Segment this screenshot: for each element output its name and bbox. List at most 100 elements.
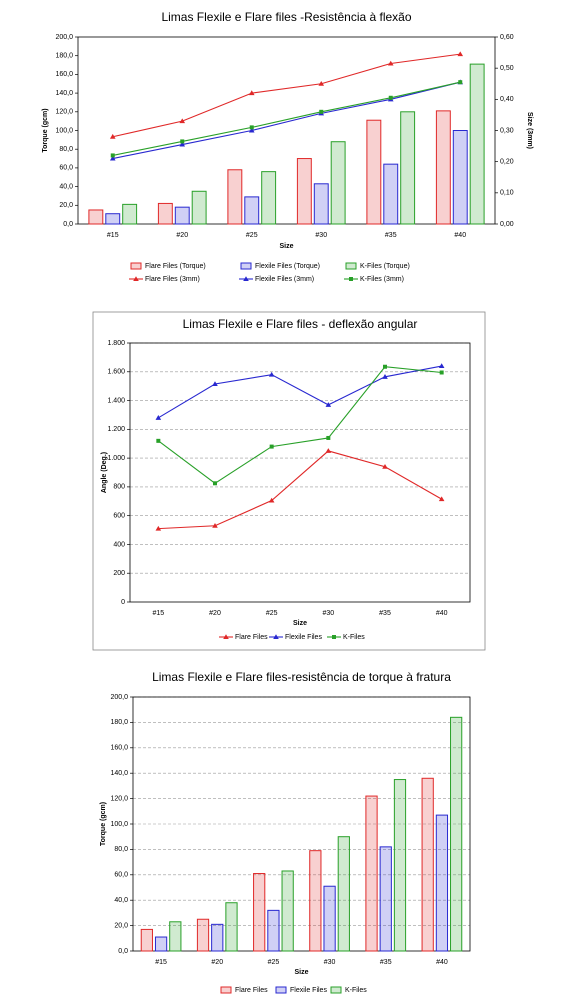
x-tick-label: #30 [324, 959, 336, 966]
point [438, 363, 445, 369]
legend-label: Flare Files (Torque) [145, 263, 206, 270]
x-tick-label: #40 [454, 232, 466, 239]
point [249, 125, 254, 130]
y-tick-label: 1.800 [107, 340, 125, 347]
y2-tick-label: 0,00 [500, 221, 514, 228]
x-tick-label: #15 [152, 610, 164, 617]
point [457, 51, 464, 57]
legend-label: K-Files [343, 634, 365, 641]
bar [253, 873, 266, 952]
point [268, 497, 275, 503]
legend-label: Flexile Files [290, 987, 327, 994]
bar [191, 190, 207, 225]
bar [452, 130, 468, 225]
chart-title: Limas Flexile e Flare files-resistência … [152, 670, 451, 684]
y-tick-label: 180,0 [110, 719, 128, 726]
y-tick-label: 800 [113, 484, 125, 491]
legend-swatch [275, 986, 287, 994]
y2-tick-label: 0,20 [500, 159, 514, 166]
bar [366, 119, 382, 225]
bar [379, 846, 392, 952]
bar [157, 202, 173, 225]
y-tick-label: 140,0 [110, 770, 128, 777]
x-tick-label: #30 [315, 232, 327, 239]
x-axis-title: Size [294, 969, 308, 976]
point [109, 133, 116, 139]
bar [122, 203, 138, 225]
y-tick-label: 160,0 [55, 71, 73, 78]
point [268, 371, 275, 377]
point [179, 118, 186, 124]
point [387, 60, 394, 66]
point [212, 522, 218, 528]
point [269, 444, 274, 449]
bar [88, 209, 104, 225]
y-tick-label: 120,0 [110, 795, 128, 802]
x-tick-label: #35 [380, 959, 392, 966]
chart-title: Limas Flexile e Flare files - deflexão a… [183, 317, 418, 331]
plot-area [132, 696, 471, 952]
y-tick-label: 80,0 [114, 846, 128, 853]
bar [330, 141, 346, 225]
bar [450, 716, 463, 952]
y-tick-label: 160,0 [110, 745, 128, 752]
y-axis-title: Torque (gcm) [42, 108, 49, 152]
point [179, 141, 186, 147]
bar [337, 836, 350, 952]
y2-tick-label: 0,30 [500, 127, 514, 134]
y-tick-label: 200 [113, 570, 125, 577]
point [382, 463, 388, 469]
point [326, 435, 331, 440]
point [248, 127, 255, 133]
bar [365, 795, 378, 952]
bar [196, 918, 210, 952]
bar [267, 909, 280, 952]
bar [435, 110, 451, 225]
bar [296, 158, 312, 225]
legend-marker [349, 277, 353, 281]
bar [400, 111, 416, 225]
x-tick-label: #35 [379, 610, 391, 617]
point [458, 80, 463, 85]
y-tick-label: 0,0 [118, 948, 128, 955]
y-tick-label: 1.200 [107, 426, 125, 433]
x-tick-label: #15 [107, 232, 119, 239]
bar [261, 171, 277, 225]
line [112, 81, 461, 156]
plot-area [129, 342, 471, 603]
legend-label: K-Files (3mm) [360, 276, 404, 283]
y-tick-label: 400 [113, 541, 125, 548]
point [212, 381, 218, 387]
point [319, 109, 324, 114]
y-tick-label: 60,0 [114, 872, 128, 879]
point [438, 496, 445, 502]
bar [313, 183, 329, 225]
legend-marker [243, 276, 249, 281]
bar [140, 928, 153, 952]
y2-tick-label: 0,10 [500, 190, 514, 197]
legend-label: Flexile Files (Torque) [255, 263, 320, 270]
x-tick-label: #25 [246, 232, 258, 239]
bar [105, 213, 121, 225]
bar [244, 196, 260, 225]
legend-label: Flare Files [235, 987, 268, 994]
y-tick-label: 100,0 [55, 127, 73, 134]
point [325, 402, 332, 407]
point [155, 415, 162, 420]
bar [435, 814, 449, 952]
legend-swatch [330, 986, 342, 994]
x-tick-label: #15 [155, 959, 167, 966]
legend-swatch [240, 262, 252, 270]
bar [227, 169, 243, 225]
y-tick-label: 120,0 [55, 109, 73, 116]
y-tick-label: 0 [121, 599, 125, 606]
point [382, 374, 388, 379]
bar [469, 63, 485, 225]
y-tick-label: 0,0 [63, 221, 73, 228]
bar [174, 206, 190, 225]
bar [383, 163, 399, 225]
y-tick-label: 200,0 [110, 694, 128, 701]
legend-swatch [220, 986, 232, 994]
point [248, 90, 255, 96]
line [112, 53, 461, 138]
